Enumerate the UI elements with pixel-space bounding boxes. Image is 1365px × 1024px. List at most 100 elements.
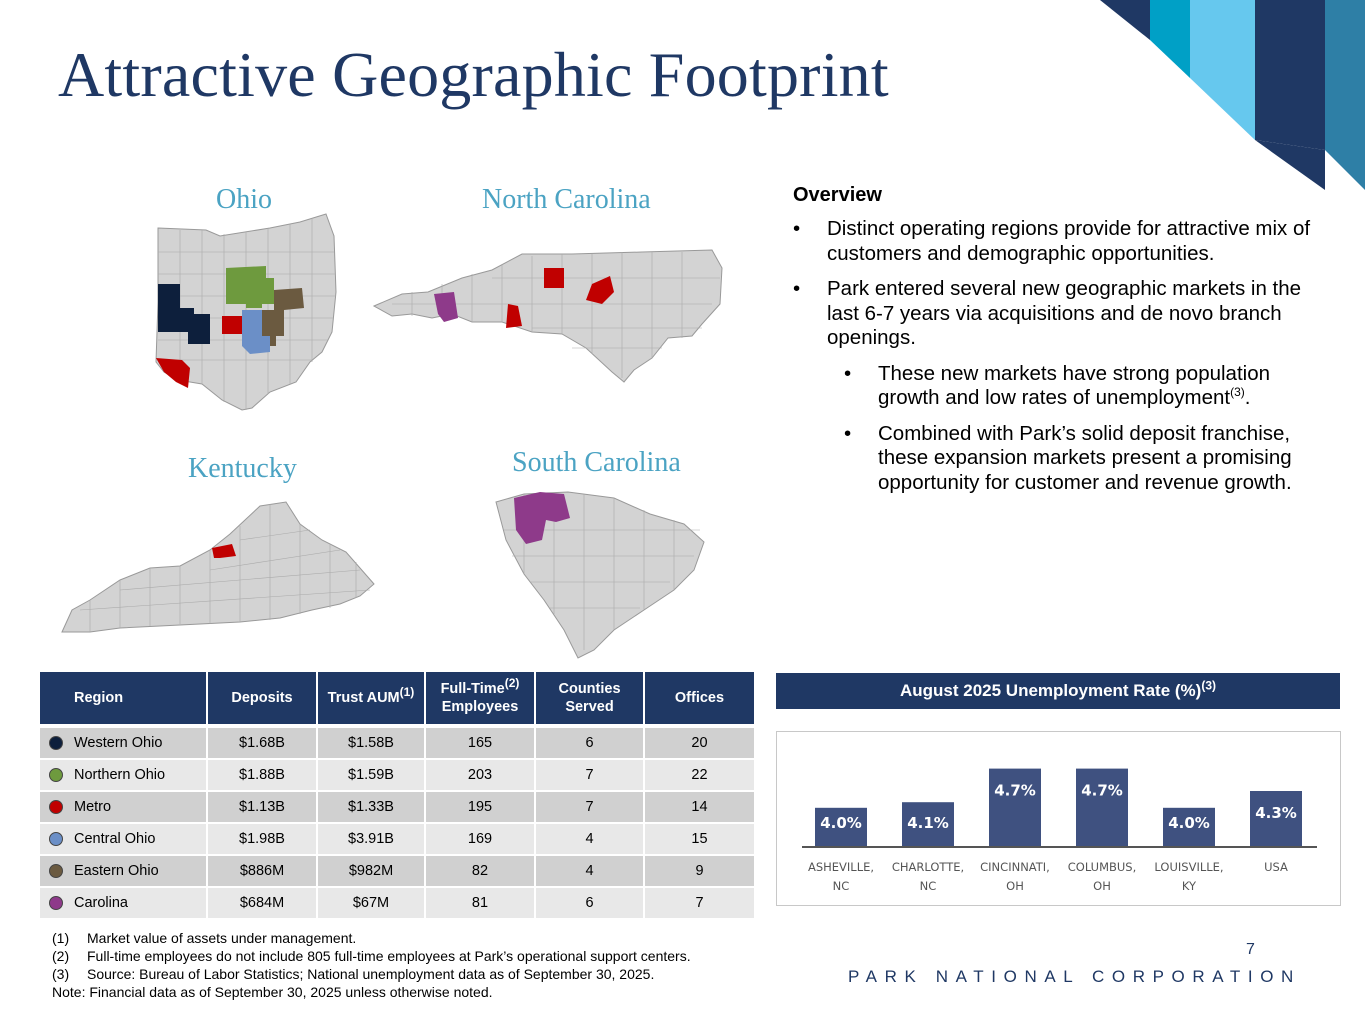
header-offices: Offices bbox=[645, 672, 754, 724]
cell-fte: 203 bbox=[426, 760, 536, 792]
header-deposits: Deposits bbox=[208, 672, 318, 724]
bullet-dot: • bbox=[844, 361, 852, 385]
bar-value-label: 4.7% bbox=[994, 782, 1036, 800]
overview-heading: Overview bbox=[793, 184, 882, 206]
header-region: Region bbox=[72, 672, 208, 724]
table-header-row: Region Deposits Trust AUM(1) Full-Time(2… bbox=[40, 672, 754, 724]
footnote: (1) Market value of assets under manageme… bbox=[52, 930, 357, 946]
cell-deposits: $886M bbox=[208, 856, 318, 888]
bar-value-label: 4.3% bbox=[1255, 804, 1297, 822]
map-label-ohio: Ohio bbox=[216, 184, 272, 215]
overview-sub-bullet: • These new markets have strong populati… bbox=[844, 361, 1271, 410]
cell-counties: 6 bbox=[536, 728, 645, 760]
region-swatch-cell bbox=[40, 728, 72, 760]
bullet-dot: • bbox=[793, 217, 801, 240]
region-swatch-cell bbox=[40, 792, 72, 824]
map-label-south-carolina: South Carolina bbox=[512, 447, 681, 478]
bar-value-label: 4.0% bbox=[1168, 814, 1210, 832]
page-title: Attractive Geographic Footprint bbox=[58, 39, 889, 110]
cell-offices: 15 bbox=[645, 824, 754, 856]
header-counties-served: Counties Served bbox=[536, 672, 645, 724]
cell-counties: 4 bbox=[536, 856, 645, 888]
footnote: (3) Source: Bureau of Labor Statistics; N… bbox=[52, 966, 655, 982]
category-label: ASHEVILLE, bbox=[808, 860, 874, 874]
unemployment-bar-chart: 4.0% ASHEVILLE, NC 4.1% CHARLOTTE, NC 4.7% CINC… bbox=[802, 768, 1317, 893]
cell-trust-aum: $1.59B bbox=[318, 760, 426, 792]
footnote-note: Note: Financial data as of September 30,… bbox=[52, 984, 493, 1000]
footnotes: (1) Market value of assets under manageme… bbox=[52, 929, 691, 1001]
cell-offices: 7 bbox=[645, 888, 754, 920]
table-row: Northern Ohio $1.88B $1.59B 203 7 22 bbox=[40, 760, 754, 792]
overview-bullet: • Distinct operating regions provide for… bbox=[793, 217, 1311, 265]
category-label: NC bbox=[920, 879, 937, 893]
category-label: COLUMBUS, bbox=[1068, 860, 1137, 874]
cell-trust-aum: $1.33B bbox=[318, 792, 426, 824]
region-color-swatch bbox=[49, 864, 63, 879]
cell-trust-aum: $1.58B bbox=[318, 728, 426, 760]
overview-section: Overview • Distinct operating regions pr… bbox=[793, 184, 1313, 506]
bullet-dot: • bbox=[793, 277, 801, 300]
table-row: Carolina $684M $67M 81 6 7 bbox=[40, 888, 754, 920]
cell-region: Carolina bbox=[72, 888, 208, 920]
region-swatch-cell bbox=[40, 888, 72, 920]
cell-fte: 169 bbox=[426, 824, 536, 856]
region-swatch-cell bbox=[40, 856, 72, 888]
north-carolina-map bbox=[372, 249, 723, 383]
region-swatch-cell bbox=[40, 824, 72, 856]
category-label: CINCINNATI, bbox=[980, 860, 1050, 874]
cell-counties: 6 bbox=[536, 888, 645, 920]
bar-value-label: 4.1% bbox=[907, 814, 949, 832]
cell-counties: 7 bbox=[536, 760, 645, 792]
cell-region: Metro bbox=[72, 792, 208, 824]
cell-offices: 14 bbox=[645, 792, 754, 824]
cell-trust-aum: $982M bbox=[318, 856, 426, 888]
corner-decoration bbox=[1100, 0, 1365, 190]
cell-deposits: $1.68B bbox=[208, 728, 318, 760]
category-label: USA bbox=[1264, 860, 1288, 874]
category-label: LOUISVILLE, bbox=[1154, 860, 1223, 874]
bar-value-label: 4.0% bbox=[820, 814, 862, 832]
region-color-swatch bbox=[49, 896, 63, 911]
cell-fte: 81 bbox=[426, 888, 536, 920]
header-full-time-employees: Full-Time(2) Employees bbox=[426, 672, 536, 724]
overview-sub-bullet: • Combined with Park’s solid deposit fra… bbox=[844, 421, 1292, 494]
bar-cincinnati-oh bbox=[989, 768, 1041, 847]
cell-offices: 20 bbox=[645, 728, 754, 760]
footnote: (2) Full-time employees do not include 80… bbox=[52, 948, 691, 964]
cell-region: Central Ohio bbox=[72, 824, 208, 856]
unemployment-chart: 4.0% ASHEVILLE, NC 4.1% CHARLOTTE, NC 4.7% CINC… bbox=[776, 731, 1341, 906]
table-row: Metro $1.13B $1.33B 195 7 14 bbox=[40, 792, 754, 824]
region-swatch-cell bbox=[40, 760, 72, 792]
cell-counties: 4 bbox=[536, 824, 645, 856]
cell-offices: 9 bbox=[645, 856, 754, 888]
cell-fte: 165 bbox=[426, 728, 536, 760]
bar-columbus-oh bbox=[1076, 768, 1128, 847]
category-label: OH bbox=[1006, 879, 1024, 893]
bar-usa bbox=[1250, 791, 1302, 847]
region-color-swatch bbox=[49, 832, 63, 847]
bar-asheville-nc bbox=[815, 807, 867, 847]
brand-wordmark: PARK NATIONAL CORPORATION bbox=[848, 967, 1301, 986]
cell-region: Eastern Ohio bbox=[72, 856, 208, 888]
cell-offices: 22 bbox=[645, 760, 754, 792]
bar-value-label: 4.7% bbox=[1081, 782, 1123, 800]
cell-region: Northern Ohio bbox=[72, 760, 208, 792]
cell-fte: 195 bbox=[426, 792, 536, 824]
category-label: CHARLOTTE, bbox=[892, 860, 964, 874]
bar-louisville-ky bbox=[1163, 807, 1215, 847]
bullet-dot: • bbox=[844, 421, 852, 445]
table-row: Central Ohio $1.98B $3.91B 169 4 15 bbox=[40, 824, 754, 856]
cell-deposits: $1.88B bbox=[208, 760, 318, 792]
category-label: NC bbox=[833, 879, 850, 893]
cell-counties: 7 bbox=[536, 792, 645, 824]
map-label-north-carolina: North Carolina bbox=[482, 184, 651, 215]
table-row: Eastern Ohio $886M $982M 82 4 9 bbox=[40, 856, 754, 888]
kentucky-map bbox=[61, 501, 375, 633]
cell-trust-aum: $67M bbox=[318, 888, 426, 920]
header-swatch-spacer bbox=[40, 672, 72, 724]
cell-deposits: $1.13B bbox=[208, 792, 318, 824]
chart-title: August 2025 Unemployment Rate (%)(3) bbox=[776, 673, 1340, 709]
cell-region: Western Ohio bbox=[72, 728, 208, 760]
category-label: KY bbox=[1182, 879, 1197, 893]
page-number: 7 bbox=[1246, 941, 1255, 958]
